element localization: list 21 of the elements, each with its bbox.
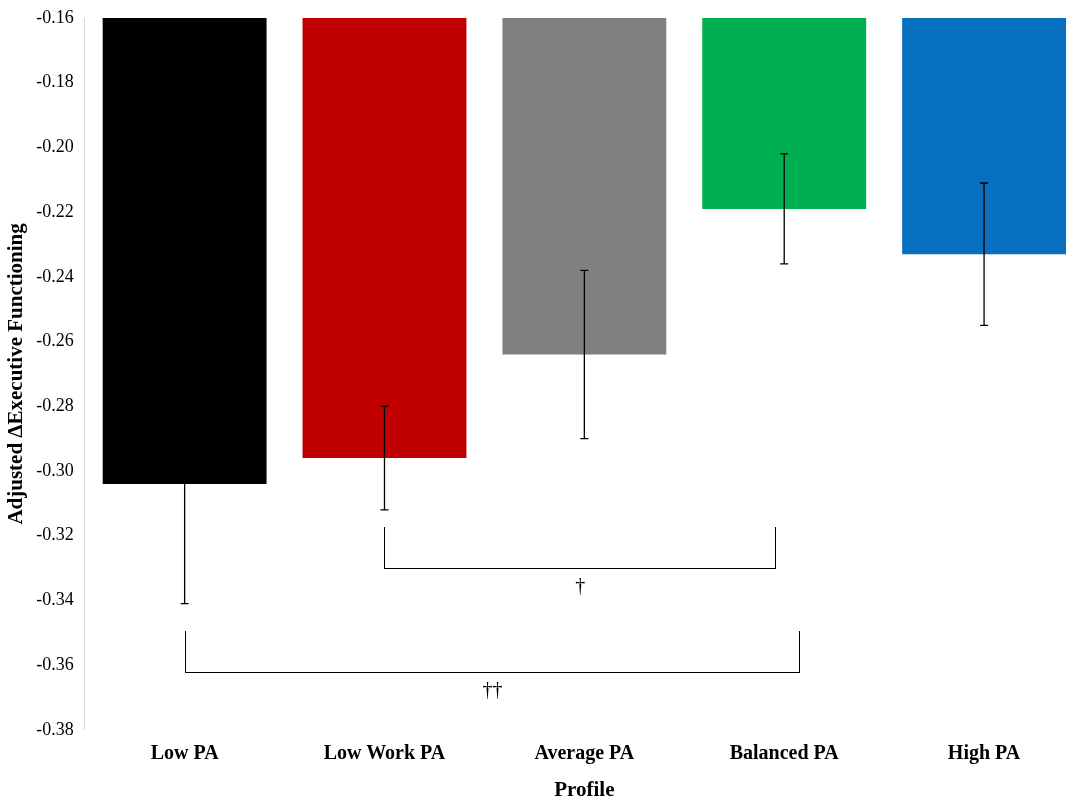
y-tick-label: -0.16 bbox=[36, 6, 74, 27]
y-tick-label: -0.38 bbox=[36, 718, 74, 739]
y-tick-label: -0.22 bbox=[36, 200, 74, 221]
x-tick-label: Low Work PA bbox=[323, 740, 446, 763]
y-tick-label: -0.34 bbox=[36, 589, 74, 610]
x-tick-label: High PA bbox=[947, 740, 1021, 764]
x-tick-label: Average PA bbox=[534, 740, 635, 764]
y-tick-label: -0.30 bbox=[36, 459, 74, 480]
y-tick-label: -0.20 bbox=[36, 136, 74, 157]
y-tick-label: -0.26 bbox=[36, 330, 74, 351]
y-tick-label: -0.28 bbox=[36, 394, 74, 415]
annotation: †† bbox=[482, 677, 503, 701]
x-tick-label: Balanced PA bbox=[729, 740, 840, 763]
x-tick-label: Low PA bbox=[150, 740, 220, 763]
annotation: † bbox=[575, 574, 586, 598]
y-tick-label: -0.18 bbox=[36, 71, 74, 92]
y-axis-title: Adjusted ΔExecutive Functioning bbox=[3, 222, 28, 525]
x-axis-title: Profile bbox=[554, 776, 615, 801]
y-tick-label: -0.36 bbox=[36, 653, 74, 674]
y-tick-label: -0.24 bbox=[36, 265, 74, 286]
y-tick-label: -0.32 bbox=[36, 524, 74, 545]
